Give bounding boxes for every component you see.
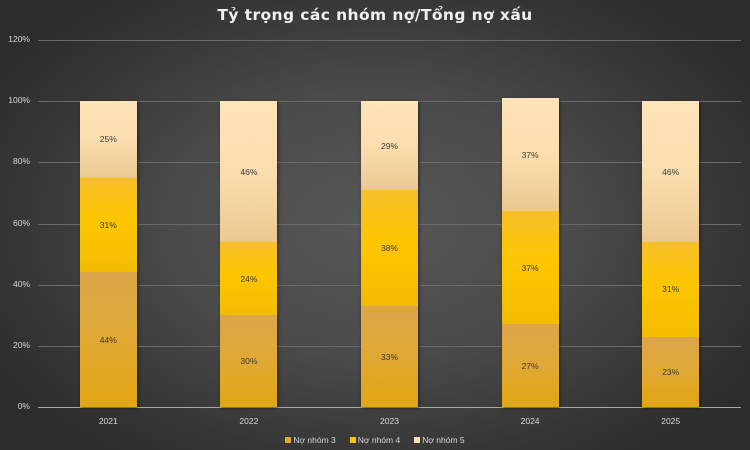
y-tick-label: 60% xyxy=(12,217,30,228)
x-tick-label: 2024 xyxy=(520,416,540,426)
plot-area: 44% 31% 25% 30% 24% 46% 33% 38% 29% 27% 37% 37% 23% 3… xyxy=(38,40,741,408)
y-tick-label: 20% xyxy=(12,339,30,350)
bar-segment-3[interactable]: 30% xyxy=(220,315,278,407)
legend-item[interactable]: Nợ nhóm 5 xyxy=(414,435,465,445)
bar-2022[interactable]: 30% 24% 46% xyxy=(220,101,278,407)
bar-segment-3[interactable]: 33% xyxy=(361,306,418,407)
y-tick-label: 40% xyxy=(12,278,30,289)
data-label: 27% xyxy=(521,360,539,371)
data-label: 23% xyxy=(662,366,680,377)
bar-segment-5[interactable]: 29% xyxy=(361,101,418,190)
legend-swatch-icon xyxy=(285,437,292,443)
bar-segment-5[interactable]: 46% xyxy=(642,101,700,242)
y-tick-label: 0% xyxy=(17,401,30,411)
legend: Nợ nhóm 3 Nợ nhóm 4 Nợ nhóm 5 xyxy=(0,435,750,445)
y-tick-label: 80% xyxy=(12,156,30,167)
gridline xyxy=(38,407,741,408)
bar-2024[interactable]: 27% 37% 37% xyxy=(501,98,559,407)
data-label: 29% xyxy=(380,140,398,151)
data-label: 25% xyxy=(99,134,117,145)
x-tick-label: 2022 xyxy=(239,416,259,426)
bar-segment-4[interactable]: 31% xyxy=(642,241,700,337)
legend-swatch-icon xyxy=(349,437,356,443)
bar-2023[interactable]: 33% 38% 29% xyxy=(361,101,418,407)
data-label: 44% xyxy=(99,334,117,345)
bar-segment-4[interactable]: 37% xyxy=(501,211,559,325)
bar-segment-5[interactable]: 46% xyxy=(220,101,278,242)
data-label: 31% xyxy=(99,220,117,231)
legend-swatch-icon xyxy=(414,437,421,443)
bar-segment-3[interactable]: 44% xyxy=(79,272,137,407)
y-tick-label: 100% xyxy=(8,95,30,106)
bar-segment-3[interactable]: 23% xyxy=(642,336,700,407)
data-label: 46% xyxy=(662,166,680,177)
chart-title: Tỷ trọng các nhóm nợ/Tổng nợ xấu xyxy=(217,6,533,24)
gridline xyxy=(38,40,741,41)
bar-segment-5[interactable]: 25% xyxy=(79,101,137,178)
legend-label: Nợ nhóm 5 xyxy=(422,435,465,445)
bar-2025[interactable]: 23% 31% 46% xyxy=(642,101,700,407)
bar-segment-5[interactable]: 37% xyxy=(501,98,559,212)
bar-2021[interactable]: 44% 31% 25% xyxy=(79,101,137,407)
legend-item[interactable]: Nợ nhóm 3 xyxy=(285,435,336,445)
data-label: 24% xyxy=(240,273,258,284)
data-label: 46% xyxy=(240,166,258,177)
legend-item[interactable]: Nợ nhóm 4 xyxy=(349,435,401,445)
x-tick-label: 2021 xyxy=(98,416,118,426)
legend-label: Nợ nhóm 3 xyxy=(293,435,336,445)
bar-segment-4[interactable]: 31% xyxy=(79,177,137,273)
data-label: 37% xyxy=(521,149,539,160)
data-label: 30% xyxy=(240,356,258,367)
legend-label: Nợ nhóm 4 xyxy=(357,435,401,445)
data-label: 37% xyxy=(521,262,539,273)
bar-segment-4[interactable]: 38% xyxy=(361,189,418,307)
data-label: 33% xyxy=(380,351,398,362)
bar-segment-4[interactable]: 24% xyxy=(220,241,278,316)
x-tick-label: 2023 xyxy=(380,416,399,426)
bar-segment-3[interactable]: 27% xyxy=(501,324,559,407)
data-label: 38% xyxy=(380,242,398,253)
data-label: 31% xyxy=(662,284,680,295)
y-tick-label: 120% xyxy=(8,34,30,44)
x-tick-label: 2025 xyxy=(661,416,681,426)
